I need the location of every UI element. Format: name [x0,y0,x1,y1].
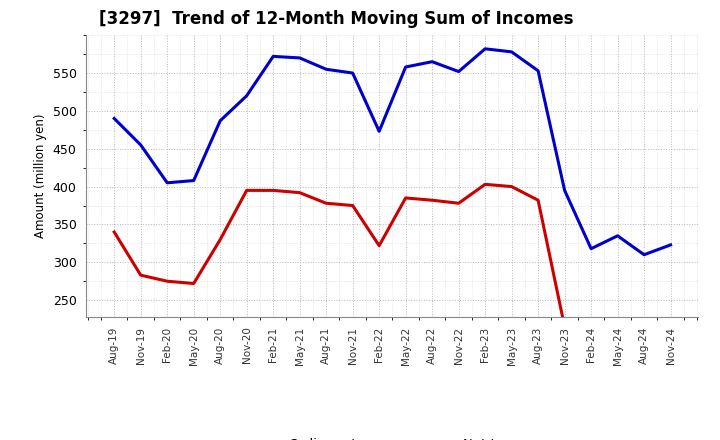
Net Income [189,281,198,286]
Ordinary Income [110,116,119,121]
Net Income [640,326,649,331]
Ordinary Income [163,180,171,185]
Ordinary Income [243,93,251,99]
Line: Ordinary Income: Ordinary Income [114,49,670,255]
Net Income [587,320,595,326]
Ordinary Income [428,59,436,64]
Net Income [163,279,171,284]
Net Income [508,184,516,189]
Legend: Ordinary Income, Net Income: Ordinary Income, Net Income [240,433,545,440]
Net Income [216,237,225,242]
Net Income [481,182,490,187]
Net Income [269,188,277,193]
Ordinary Income [666,242,675,248]
Net Income [295,190,304,195]
Net Income [375,243,384,248]
Ordinary Income [189,178,198,183]
Ordinary Income [534,68,542,73]
Net Income [666,322,675,327]
Ordinary Income [348,70,357,76]
Net Income [322,201,330,206]
Ordinary Income [216,118,225,123]
Ordinary Income [375,128,384,134]
Ordinary Income [454,69,463,74]
Line: Net Income: Net Income [114,184,670,328]
Ordinary Income [322,66,330,72]
Net Income [454,201,463,206]
Net Income [348,203,357,208]
Ordinary Income [508,49,516,55]
Ordinary Income [587,246,595,251]
Net Income [136,272,145,278]
Net Income [613,324,622,329]
Ordinary Income [401,64,410,70]
Ordinary Income [613,233,622,238]
Ordinary Income [640,252,649,257]
Ordinary Income [295,55,304,61]
Net Income [534,198,542,203]
Net Income [560,324,569,329]
Ordinary Income [560,188,569,193]
Net Income [110,229,119,235]
Net Income [243,188,251,193]
Ordinary Income [136,142,145,147]
Ordinary Income [269,54,277,59]
Net Income [428,198,436,203]
Ordinary Income [481,46,490,51]
Text: [3297]  Trend of 12-Month Moving Sum of Incomes: [3297] Trend of 12-Month Moving Sum of I… [99,10,573,28]
Y-axis label: Amount (million yen): Amount (million yen) [34,114,47,238]
Net Income [401,195,410,201]
